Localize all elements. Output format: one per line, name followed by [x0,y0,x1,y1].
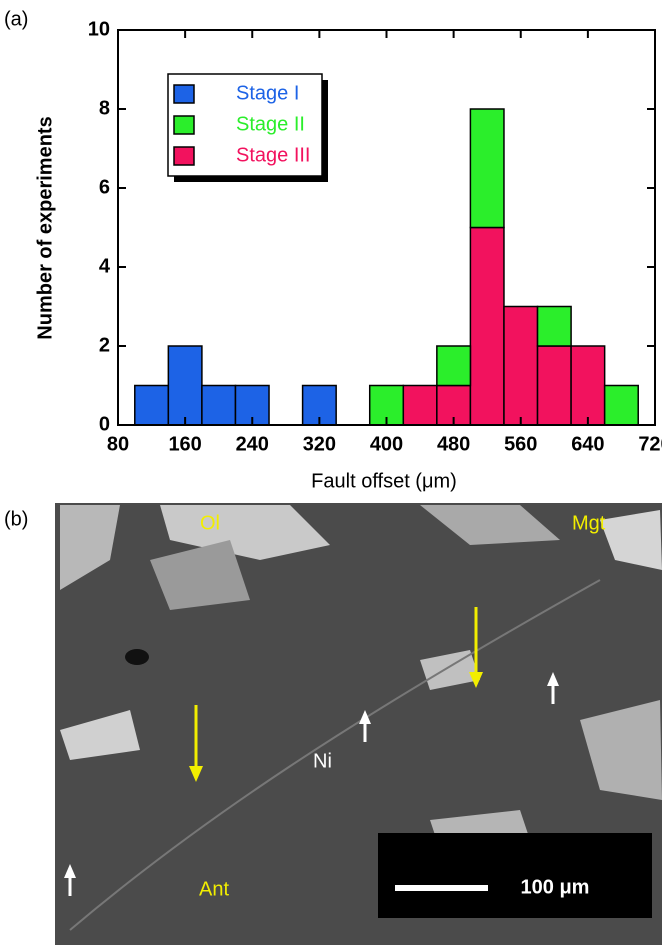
y-tick-label: 0 [99,413,110,435]
mineral-label: Ant [199,878,229,900]
bar [167,345,203,426]
x-tick-label: 240 [236,433,269,455]
mineral-grain [420,650,480,690]
legend-label: Stage III [236,144,311,166]
mineral-grain [60,505,120,590]
x-tick-label: 400 [370,433,403,455]
y-tick-label: 6 [99,176,110,198]
bar [402,384,438,426]
mineral-grain [580,700,662,800]
legend-swatch [173,146,195,166]
arrow-head [359,710,371,724]
panel-label: (a) [4,8,28,30]
y-axis-label: Number of experiments [34,116,56,339]
x-tick-label: 80 [107,433,129,455]
mineral-grain [150,540,250,610]
plot: 0 2 4 6 8 10 80 160 240 320 400 480 560 640 720 Stage I… [88,18,662,455]
x-tick-label: 160 [168,433,201,455]
arrow-head [547,672,559,686]
mineral-grain [160,505,330,560]
bar [536,305,572,347]
micrograph: Ol Mgt Ni Ant 100 μm [55,503,662,945]
bar [536,345,572,426]
mineral-grain [420,505,560,545]
bar [134,384,170,426]
x-axis-label: Fault offset (μm) [311,470,457,492]
x-tick-label: 480 [437,433,470,455]
x-tick-label: 720 [638,433,662,455]
arrow-head [469,672,483,688]
y-tick-label: 2 [99,334,110,356]
legend-swatch [173,115,195,135]
mineral-label: Mgt [572,512,606,534]
void [125,649,149,665]
x-tick-label: 640 [571,433,604,455]
y-tick-label: 8 [99,97,110,119]
mineral-grain [600,510,662,570]
mineral-label: Ol [200,512,220,534]
legend-label: Stage II [236,113,305,135]
bar [201,384,237,426]
legend-label: Stage I [236,82,299,104]
y-tick-label: 10 [88,18,110,40]
mineral-label: Ni [313,750,332,772]
mineral-grain [60,710,140,760]
arrow-head [189,766,203,782]
bar [436,345,472,387]
bar [469,226,505,426]
panel-label: (b) [4,508,28,530]
arrow-head [64,864,76,878]
x-tick-label: 560 [504,433,537,455]
scale-bar-label: 100 μm [521,876,590,898]
legend-swatch [173,84,195,104]
x-tick-label: 320 [303,433,336,455]
bar [570,345,606,426]
scale-bar-box [378,833,652,918]
bar [603,384,639,426]
fault-trace [69,579,601,931]
y-tick-label: 4 [99,255,111,277]
bar [469,108,505,229]
bar [503,305,539,426]
